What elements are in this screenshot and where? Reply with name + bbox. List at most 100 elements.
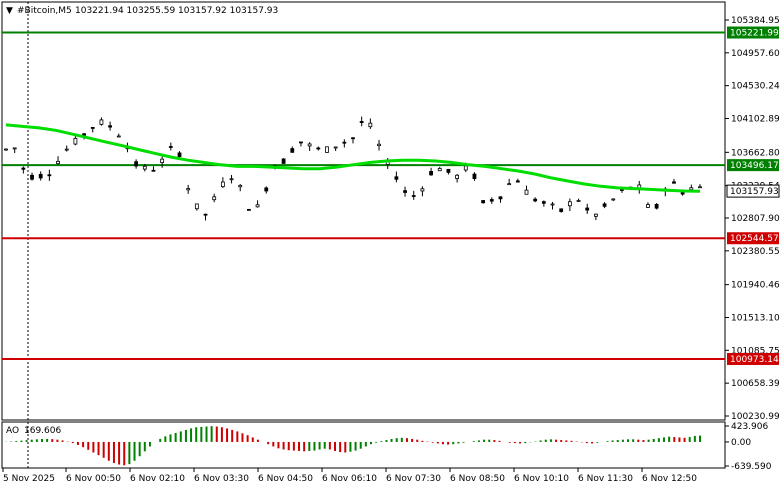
x-tick-label: 6 Nov 08:50 — [450, 474, 505, 484]
candle-body — [437, 168, 442, 172]
candle-body — [21, 167, 26, 170]
candle-body — [463, 165, 468, 171]
candle-body — [342, 141, 347, 144]
candle-body — [541, 201, 546, 204]
level-price-label: 103496.17 — [730, 161, 779, 171]
candle-body — [646, 204, 650, 208]
candle-body — [559, 208, 564, 212]
candle-body — [602, 203, 607, 207]
y-tick-label: 102380.55 — [731, 247, 780, 257]
candle-body — [550, 203, 555, 206]
candle-body — [307, 143, 312, 147]
y-tick-label: 105384.95 — [731, 16, 780, 26]
level-price-label: 105221.99 — [730, 29, 779, 39]
last-price-label: 103157.93 — [730, 187, 779, 197]
candle-body — [229, 178, 234, 181]
y-tick-label: 100230.99 — [731, 412, 780, 422]
ao-panel-frame — [1, 421, 726, 469]
candle-body — [394, 176, 399, 180]
candle-body — [38, 173, 43, 179]
level-price-tag — [727, 232, 779, 245]
y-tick-label: 103662.80 — [731, 148, 780, 158]
x-tick-label: 6 Nov 03:30 — [194, 474, 249, 484]
candle-body — [255, 204, 260, 208]
candle-body — [333, 146, 338, 149]
candle-body — [12, 147, 17, 150]
candle-body — [576, 200, 581, 202]
candle-body — [99, 119, 104, 125]
level-price-tag — [727, 159, 779, 172]
candle-body — [116, 135, 121, 138]
candle-body — [420, 188, 425, 192]
ao-histogram — [5, 426, 701, 466]
x-tick-label: 6 Nov 02:10 — [130, 474, 185, 484]
candle-body — [47, 174, 52, 177]
candle-body — [4, 148, 8, 151]
candle-body — [594, 213, 598, 217]
candle-body — [177, 152, 182, 157]
last-price-tag — [726, 184, 780, 198]
candle-body — [411, 195, 416, 197]
symbol-dropdown-icon[interactable]: ▼ — [6, 6, 13, 16]
ao-tick-label: 423.906 — [731, 422, 768, 432]
candle-body — [90, 127, 95, 129]
y-tick-label: 104102.89 — [731, 115, 780, 125]
y-tick-label: 101085.75 — [731, 346, 780, 356]
y-tick-label: 104957.60 — [731, 49, 780, 59]
candle-body — [290, 148, 295, 153]
level-price-tag — [727, 352, 779, 365]
candle-body — [472, 173, 477, 179]
ma-line — [5, 123, 701, 193]
candle-body — [220, 181, 225, 188]
candle-body — [359, 121, 364, 123]
level-price-tag — [727, 26, 779, 39]
candle-body — [212, 196, 217, 201]
symbol-label: #Bitcoin,M5 — [17, 6, 72, 16]
candle-body — [238, 184, 243, 188]
candle-body — [689, 187, 694, 191]
level-price-label: 102544.57 — [730, 234, 779, 244]
y-tick-label: 102807.90 — [731, 214, 780, 224]
candle-body — [368, 122, 373, 128]
candle-body — [82, 133, 86, 136]
candle-body — [30, 174, 34, 180]
moving-average — [5, 123, 701, 193]
x-tick-label: 6 Nov 07:30 — [386, 474, 441, 484]
y-tick-label: 101940.46 — [731, 281, 780, 291]
candle-body — [403, 190, 407, 193]
candle-body — [194, 203, 199, 210]
ao-tick-label: 0.00 — [731, 438, 751, 448]
candle-body — [567, 201, 572, 207]
ao-axis: 423.906 0.00 -639.590 — [725, 422, 772, 472]
main-plot-frame — [1, 1, 726, 421]
candle-body — [481, 200, 486, 204]
candle-body — [377, 143, 381, 147]
levels — [2, 31, 725, 360]
ao-value: 169.606 — [24, 426, 61, 436]
candle-body — [446, 168, 451, 173]
x-tick-label: 6 Nov 12:50 — [642, 474, 697, 484]
candle-body — [515, 180, 520, 183]
candle-body — [108, 125, 112, 128]
candle-body — [498, 196, 503, 200]
candle-body — [325, 146, 329, 153]
candle-body — [299, 141, 303, 144]
price-tags: 105221.99 103496.17 102544.57 100973.14 1031… — [726, 26, 780, 365]
y-tick-label: 100658.39 — [731, 379, 780, 389]
candle-body — [142, 165, 147, 170]
x-tick-label: 6 Nov 00:50 — [66, 474, 121, 484]
ao-tick-label: -639.590 — [731, 462, 772, 472]
candle-body — [151, 169, 156, 172]
candle-body — [351, 137, 355, 140]
x-tick-label: 6 Nov 04:50 — [258, 474, 313, 484]
candle-body — [64, 148, 69, 151]
candle-body — [168, 146, 173, 148]
candle-body — [489, 199, 494, 202]
candle-body — [585, 207, 590, 211]
candle-body — [281, 158, 286, 164]
candle-body — [455, 174, 460, 179]
candle-body — [186, 188, 191, 191]
candle-body — [611, 198, 616, 201]
ohlc-readout: 103221.94 103255.59 103157.92 103157.93 — [75, 6, 278, 16]
